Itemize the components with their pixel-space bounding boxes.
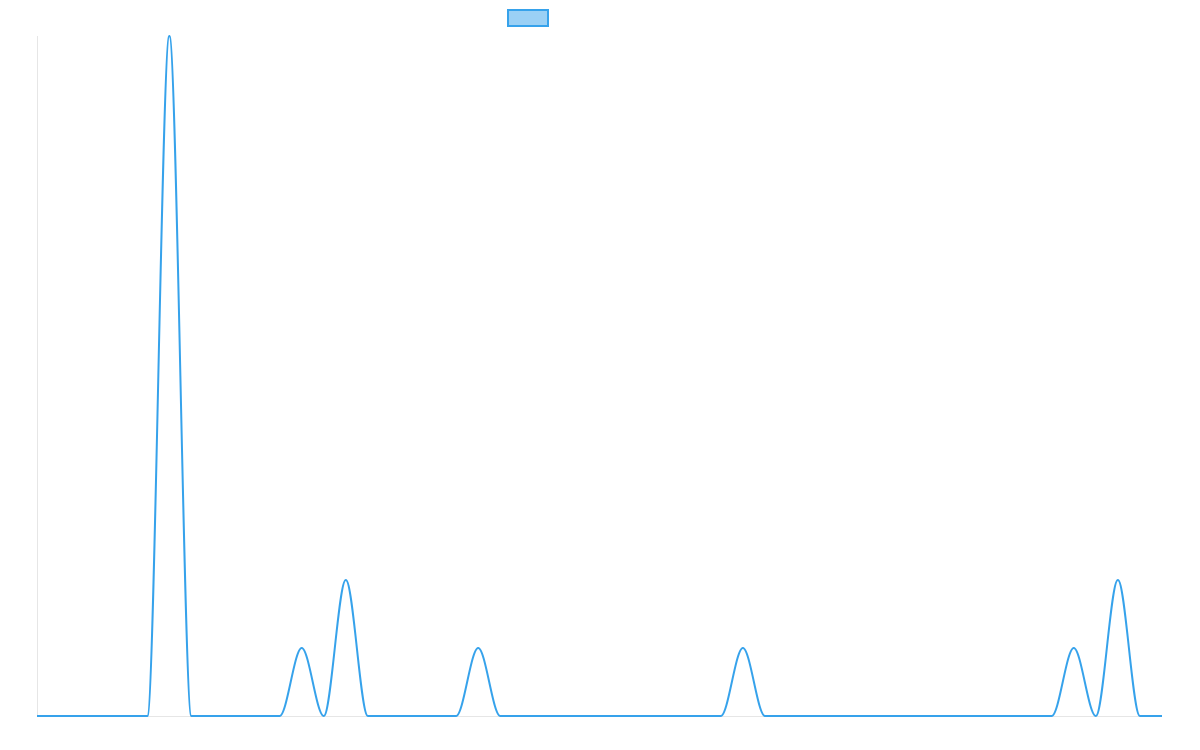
- legend-swatch[interactable]: [507, 9, 549, 27]
- data-line: [37, 34, 1162, 718]
